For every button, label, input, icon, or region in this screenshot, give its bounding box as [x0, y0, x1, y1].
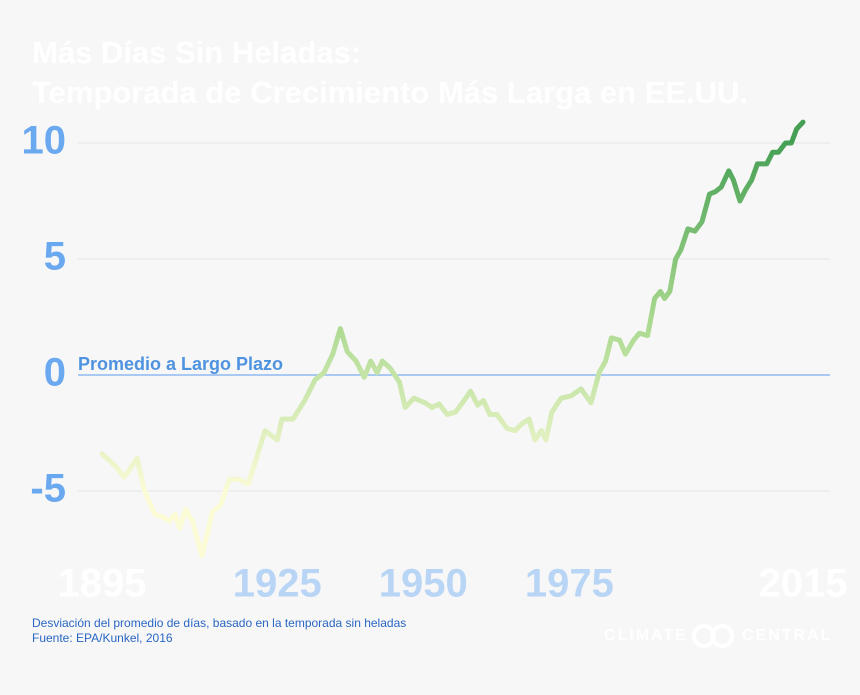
data-line [99, 119, 806, 559]
logo-text: CENTRAL [742, 627, 832, 644]
y-tick-label: 5 [44, 235, 66, 279]
logo-icon [692, 624, 734, 648]
annotation: Promedio a Largo Plazo [78, 354, 283, 374]
note: Desviación del promedio de días, basado … [32, 616, 406, 630]
x-tick-label: 2015 [759, 562, 848, 606]
chart-title: Temporada de Crecimiento Más Larga en EE… [32, 75, 748, 110]
x-tick-label: 1975 [525, 562, 614, 606]
note: Fuente: EPA/Kunkel, 2016 [32, 631, 173, 645]
y-tick-label: 0 [44, 351, 66, 395]
chart-title: Más Días Sin Heladas: [32, 35, 361, 70]
logo-text: CLIMATE [604, 627, 688, 644]
x-tick-label: 1925 [233, 562, 322, 606]
x-tick-label: 1895 [58, 562, 147, 606]
y-tick-label: 10 [22, 119, 67, 163]
x-tick-label: 1950 [379, 562, 468, 606]
y-tick-label: -5 [30, 467, 66, 511]
